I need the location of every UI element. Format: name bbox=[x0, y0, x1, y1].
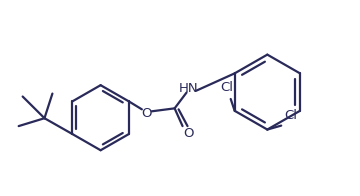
Text: Cl: Cl bbox=[220, 81, 233, 94]
Text: Cl: Cl bbox=[285, 109, 298, 122]
Text: HN: HN bbox=[179, 82, 198, 95]
Text: O: O bbox=[141, 107, 152, 120]
Text: O: O bbox=[183, 127, 194, 141]
